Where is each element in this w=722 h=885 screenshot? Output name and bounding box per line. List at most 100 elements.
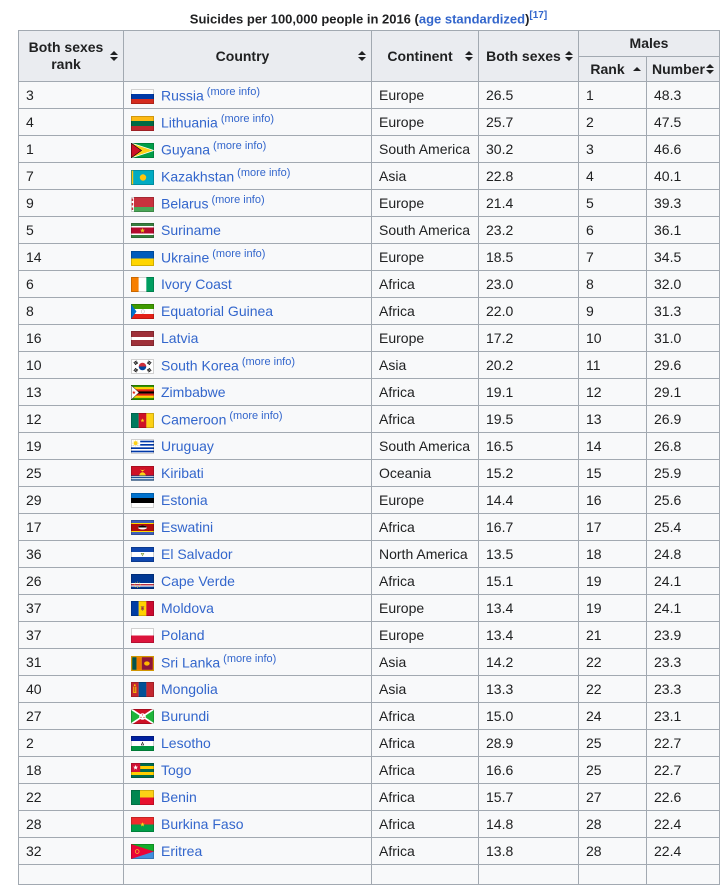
table-row: 8 Equatorial Guinea Africa 22.0 9 31.3 — [18, 297, 721, 325]
country-link[interactable]: Lithuania — [161, 114, 218, 131]
country-link[interactable]: Estonia — [161, 492, 208, 508]
age-standardized-link[interactable]: age standardized — [418, 11, 526, 27]
males-rank-cell: 19 — [578, 594, 647, 622]
both-sexes-value-cell: 23.2 — [478, 216, 579, 244]
country-link[interactable]: Kiribati — [161, 465, 204, 481]
header-continent[interactable]: Continent — [371, 30, 479, 82]
country-link[interactable]: Belarus — [161, 195, 209, 212]
country-link[interactable]: Poland — [161, 627, 205, 643]
males-rank-cell: 3 — [578, 135, 647, 163]
country-link[interactable]: Russia — [161, 87, 204, 104]
country-link[interactable]: Cape Verde — [161, 573, 235, 589]
table-row-partial — [18, 864, 721, 885]
reference-link[interactable]: [17] — [529, 10, 548, 21]
both-sexes-rank-cell: 7 — [18, 162, 124, 190]
country-cell: Suriname — [123, 216, 372, 244]
males-rank-cell: 28 — [578, 837, 647, 865]
country-link[interactable]: Ukraine — [161, 249, 210, 266]
males-rank-cell: 10 — [578, 324, 647, 352]
flag-icon-burundi — [131, 709, 154, 724]
country-link[interactable]: Sri Lanka — [161, 654, 221, 671]
more-info-link[interactable]: (more info) — [206, 86, 260, 99]
both-sexes-rank-cell: 10 — [18, 351, 124, 379]
both-sexes-value-cell: 26.5 — [478, 81, 579, 109]
country-link[interactable]: Burkina Faso — [161, 816, 244, 832]
country-link[interactable]: Ivory Coast — [161, 276, 232, 292]
country-link[interactable]: Cameroon — [161, 411, 227, 428]
males-rank-cell: 25 — [578, 756, 647, 784]
country-cell: Guyana (more info) — [123, 135, 372, 163]
both-sexes-value-cell: 20.2 — [478, 351, 579, 379]
continent-cell: Europe — [371, 189, 479, 217]
males-rank-cell: 7 — [578, 243, 647, 271]
country-link[interactable]: Togo — [161, 762, 192, 778]
header-males-number[interactable]: Number — [645, 56, 721, 82]
both-sexes-value-cell: 13.4 — [478, 621, 579, 649]
males-rank-cell: 14 — [578, 432, 647, 460]
country-link[interactable]: Burundi — [161, 708, 210, 724]
table-row: 1 Guyana (more info) South America 30.2 3 46.6 — [18, 135, 721, 163]
table-row: 9 Belarus (more info) Europe 21.4 5 39.3 — [18, 189, 721, 217]
country-cell: Benin — [123, 783, 372, 811]
males-rank-cell: 19 — [578, 567, 647, 595]
country-cell: Ivory Coast — [123, 270, 372, 298]
country-link[interactable]: Kazakhstan — [161, 168, 235, 185]
sort-both-icon — [465, 51, 473, 61]
flag-icon-cape-verde — [131, 574, 154, 589]
males-number-cell: 46.6 — [645, 135, 721, 163]
continent-cell: Africa — [371, 729, 479, 757]
table-row: 5 Suriname South America 23.2 6 36.1 — [18, 216, 721, 244]
country-cell: Poland — [123, 621, 372, 649]
header-males-rank[interactable]: Rank — [578, 56, 647, 82]
country-link[interactable]: Suriname — [161, 222, 221, 238]
country-link[interactable]: Moldova — [161, 600, 214, 616]
males-rank-cell: 22 — [578, 648, 647, 676]
both-sexes-rank-cell: 3 — [18, 81, 124, 109]
country-link[interactable]: Latvia — [161, 330, 199, 346]
flag-icon-suriname — [131, 223, 154, 238]
country-link[interactable]: Guyana — [161, 141, 211, 158]
country-cell: Moldova — [123, 594, 372, 622]
both-sexes-value-cell: 15.1 — [478, 567, 579, 595]
both-sexes-rank-cell: 28 — [18, 810, 124, 838]
country-cell: Zimbabwe — [123, 378, 372, 406]
empty-cell — [645, 864, 721, 885]
both-sexes-value-cell: 30.2 — [478, 135, 579, 163]
males-rank-cell: 8 — [578, 270, 647, 298]
country-link[interactable]: Equatorial Guinea — [161, 303, 274, 319]
country-link[interactable]: Uruguay — [161, 438, 214, 454]
flag-icon-belarus — [131, 196, 154, 212]
table-row: 37 Poland Europe 13.4 21 23.9 — [18, 621, 721, 649]
table-row: 26 Cape Verde Africa 15.1 19 24.1 — [18, 567, 721, 595]
more-info-link[interactable]: (more info) — [213, 140, 267, 153]
more-info-link[interactable]: (more info) — [229, 410, 283, 423]
males-number-cell: 32.0 — [645, 270, 721, 298]
more-info-link[interactable]: (more info) — [220, 113, 275, 126]
more-info-link[interactable]: (more info) — [237, 167, 291, 180]
males-number-cell: 22.4 — [645, 837, 721, 865]
country-link[interactable]: South Korea — [161, 357, 239, 374]
country-link[interactable]: Mongolia — [161, 681, 218, 697]
more-info-link[interactable]: (more info) — [211, 194, 265, 207]
country-cell: Equatorial Guinea — [123, 297, 372, 325]
males-rank-cell: 24 — [578, 702, 647, 730]
both-sexes-rank-cell: 29 — [18, 486, 124, 514]
country-link[interactable]: Eswatini — [161, 519, 214, 535]
header-both-sexes[interactable]: Both sexes — [478, 30, 579, 82]
more-info-link[interactable]: (more info) — [241, 356, 296, 369]
both-sexes-value-cell: 13.5 — [478, 540, 579, 568]
country-link[interactable]: Zimbabwe — [161, 384, 226, 400]
more-info-link[interactable]: (more info) — [223, 653, 277, 666]
table-row: 40 Mongolia Asia 13.3 22 23.3 — [18, 675, 721, 703]
header-both-sexes-rank[interactable]: Both sexes rank — [18, 30, 124, 82]
more-info-link[interactable]: (more info) — [212, 248, 266, 261]
males-number-cell: 29.6 — [645, 351, 721, 379]
both-sexes-rank-cell: 18 — [18, 756, 124, 784]
header-country[interactable]: Country — [123, 30, 372, 82]
country-link[interactable]: Lesotho — [161, 735, 211, 751]
country-link[interactable]: Eritrea — [161, 843, 203, 859]
flag-icon-ukraine — [131, 250, 154, 266]
table-row: 16 Latvia Europe 17.2 10 31.0 — [18, 324, 721, 352]
country-link[interactable]: El Salvador — [161, 546, 233, 562]
country-link[interactable]: Benin — [161, 789, 197, 805]
